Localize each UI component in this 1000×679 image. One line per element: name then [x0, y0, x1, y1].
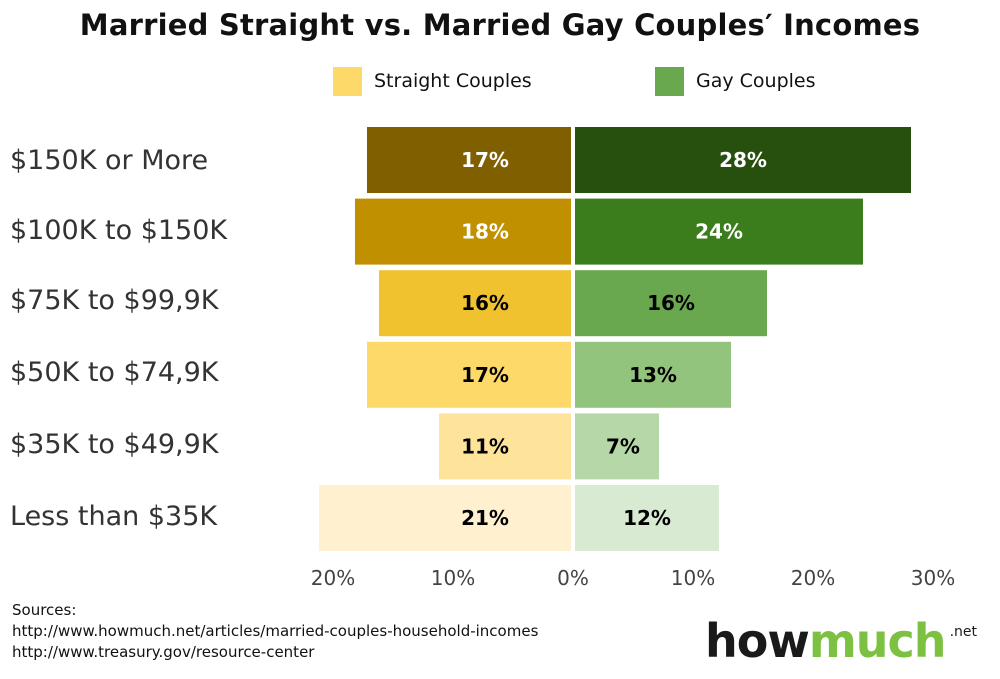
bar-label-straight: 16%	[461, 291, 509, 315]
category-label: $35K to $49,9K	[10, 429, 219, 460]
chart-title: Married Straight vs. Married Gay Couples…	[79, 8, 921, 42]
category-label: $50K to $74,9K	[10, 357, 219, 388]
bar-label-straight: 18%	[461, 220, 509, 244]
bar-label-gay: 12%	[623, 506, 671, 530]
x-tick-label: 10%	[671, 566, 715, 590]
bar-straight	[379, 270, 571, 337]
logo-much-text: much	[808, 614, 947, 668]
bar-straight	[319, 485, 571, 551]
category-label: $150K or More	[10, 145, 209, 176]
bar-label-gay: 7%	[606, 434, 640, 458]
howmuch-logo: howmuch .net	[705, 614, 977, 668]
bar-straight	[367, 127, 571, 193]
legend-item-gay: Gay Couples	[655, 66, 816, 96]
x-tick-label: 0%	[557, 566, 589, 590]
legend-label-gay: Gay Couples	[696, 70, 816, 92]
bar-straight	[439, 413, 571, 480]
legend-swatch-straight	[333, 66, 362, 96]
bar-gay	[575, 270, 767, 337]
sources-block: Sources: http://www.howmuch.net/articles…	[12, 600, 538, 663]
source-link[interactable]: http://www.howmuch.net/articles/married-…	[12, 622, 539, 640]
bar-label-straight: 17%	[461, 363, 509, 387]
bar-gay	[575, 485, 719, 551]
bar-gay	[575, 341, 731, 408]
legend-label-straight: Straight Couples	[374, 70, 532, 92]
x-tick-label: 20%	[791, 566, 835, 590]
bar-gay	[575, 198, 863, 265]
legend-item-straight: Straight Couples	[333, 66, 532, 96]
bar-straight	[355, 198, 571, 265]
x-tick-label: 10%	[431, 566, 475, 590]
category-label: $75K to $99,9K	[10, 285, 219, 316]
bar-gay	[575, 413, 659, 480]
logo-how-text: how	[705, 614, 810, 668]
x-tick-label: 20%	[311, 566, 355, 590]
category-label: Less than $35K	[10, 501, 218, 532]
legend-swatch-gay	[655, 66, 684, 96]
bar-gay	[575, 127, 911, 193]
bar-label-gay: 16%	[647, 291, 695, 315]
category-label: $100K to $150K	[10, 215, 228, 246]
bar-label-gay: 24%	[695, 220, 743, 244]
source-link[interactable]: http://www.treasury.gov/resource-center	[12, 643, 315, 661]
bar-label-gay: 13%	[629, 363, 677, 387]
bar-label-gay: 28%	[719, 148, 767, 172]
bar-label-straight: 11%	[461, 434, 509, 458]
sources-heading: Sources:	[12, 601, 77, 619]
bar-straight	[367, 341, 571, 408]
x-tick-label: 30%	[911, 566, 955, 590]
logo-net-text: .net	[949, 624, 977, 640]
bar-label-straight: 21%	[461, 506, 509, 530]
bar-label-straight: 17%	[461, 148, 509, 172]
